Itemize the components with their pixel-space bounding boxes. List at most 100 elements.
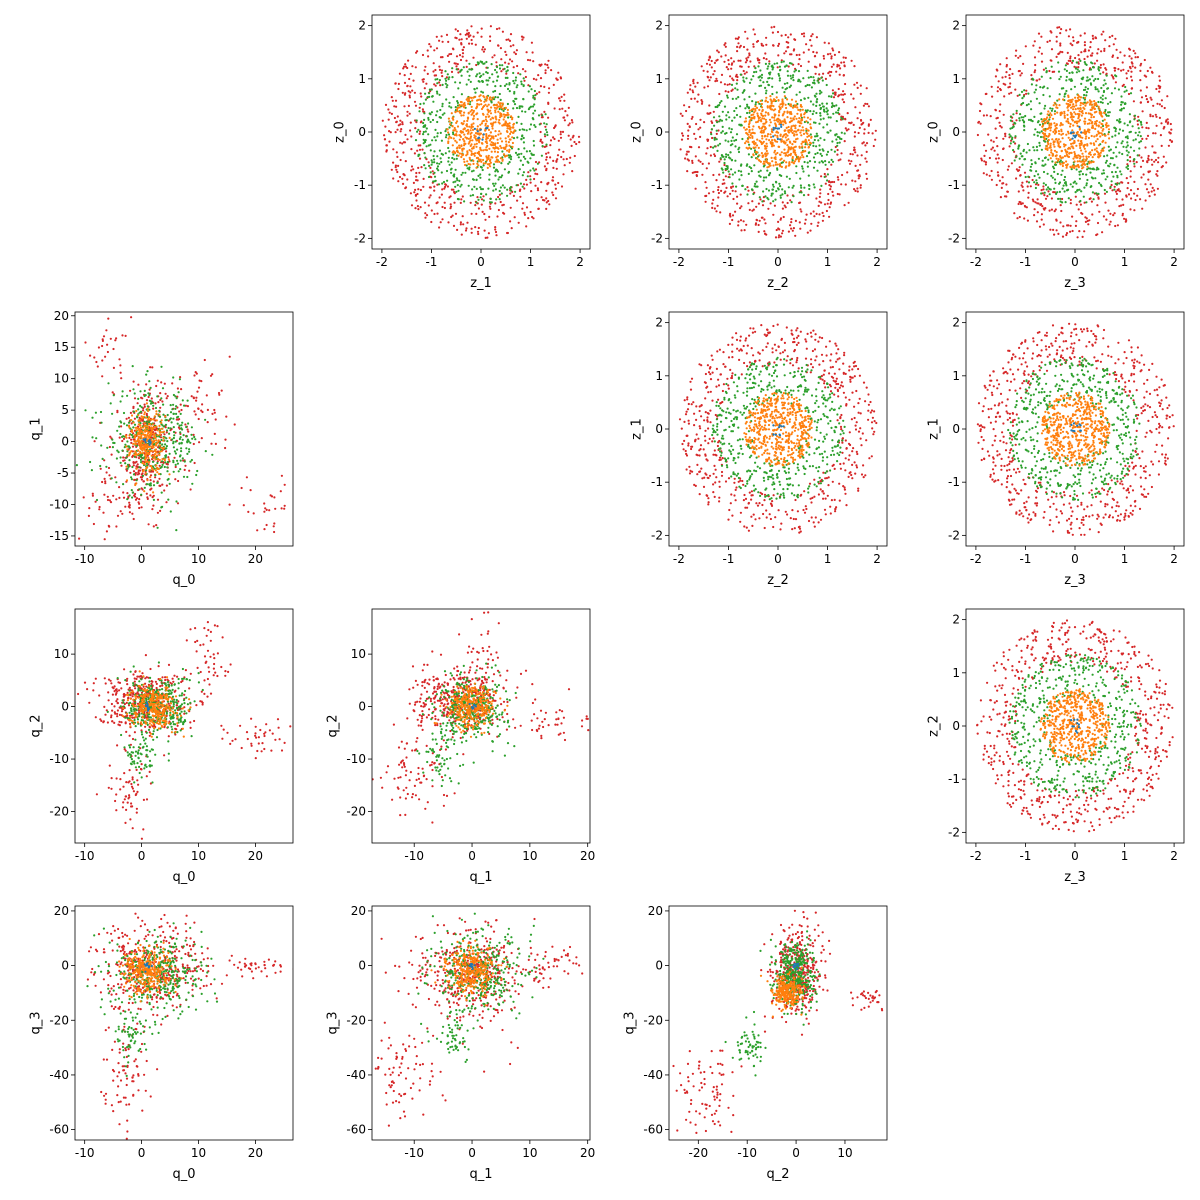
point xyxy=(1019,152,1022,155)
point xyxy=(716,121,719,124)
point xyxy=(484,124,487,127)
point xyxy=(1099,63,1102,67)
point xyxy=(450,112,453,115)
point xyxy=(810,222,813,225)
point xyxy=(540,196,543,199)
point xyxy=(477,158,480,161)
point xyxy=(758,219,761,222)
point xyxy=(1078,70,1081,73)
point xyxy=(1127,92,1131,96)
point xyxy=(1103,192,1107,195)
point xyxy=(726,94,729,97)
point xyxy=(487,134,490,137)
point xyxy=(437,169,440,172)
point xyxy=(444,136,448,139)
point xyxy=(450,188,453,191)
point xyxy=(1055,137,1058,141)
point xyxy=(422,133,425,136)
point xyxy=(516,84,519,87)
point xyxy=(737,96,740,99)
point xyxy=(760,152,764,155)
point xyxy=(494,134,497,138)
point xyxy=(1103,79,1106,82)
point xyxy=(429,90,432,93)
point xyxy=(1027,92,1030,95)
point xyxy=(515,106,519,110)
point xyxy=(1033,149,1036,152)
point xyxy=(453,126,456,130)
point xyxy=(1126,167,1130,170)
point xyxy=(835,120,838,123)
point xyxy=(823,175,826,178)
point xyxy=(488,205,491,208)
point xyxy=(829,181,832,184)
point xyxy=(810,35,813,38)
point xyxy=(768,173,771,176)
point xyxy=(514,190,517,193)
point xyxy=(1096,221,1100,225)
point xyxy=(780,61,783,64)
point xyxy=(403,81,407,84)
point xyxy=(801,165,804,168)
point xyxy=(556,78,559,81)
point xyxy=(874,138,877,141)
point xyxy=(1111,189,1114,192)
point xyxy=(789,84,793,87)
point xyxy=(525,150,529,153)
point xyxy=(1120,142,1123,145)
point xyxy=(1086,144,1089,147)
point xyxy=(755,205,758,208)
point xyxy=(1104,97,1107,100)
point xyxy=(500,162,503,165)
point xyxy=(1005,65,1008,68)
point xyxy=(1092,66,1095,69)
point xyxy=(1071,44,1074,47)
point xyxy=(1073,166,1076,170)
point xyxy=(406,66,409,70)
point xyxy=(799,227,802,230)
point xyxy=(808,160,812,163)
point xyxy=(766,166,769,169)
x-tick-label: 2 xyxy=(1170,255,1178,269)
point xyxy=(1112,214,1115,217)
point xyxy=(472,117,475,120)
point xyxy=(778,77,782,80)
point xyxy=(1134,56,1137,59)
point xyxy=(1083,147,1086,150)
point xyxy=(774,156,777,159)
point xyxy=(818,161,821,164)
point xyxy=(1116,224,1119,227)
point xyxy=(1071,61,1074,64)
point xyxy=(425,82,428,85)
point xyxy=(1009,127,1012,130)
point xyxy=(853,131,857,134)
point xyxy=(551,176,555,179)
point xyxy=(858,174,861,177)
point xyxy=(1043,133,1046,136)
point xyxy=(441,153,445,156)
point xyxy=(863,128,866,131)
point xyxy=(509,206,512,209)
point xyxy=(419,144,422,147)
point xyxy=(740,170,743,173)
y-tick-label: -2 xyxy=(948,231,960,245)
point xyxy=(781,120,784,123)
point xyxy=(816,98,819,101)
point xyxy=(475,75,478,78)
point xyxy=(1078,188,1081,191)
point xyxy=(787,164,791,167)
point xyxy=(498,130,501,133)
point xyxy=(546,63,549,67)
point xyxy=(189,488,192,491)
point xyxy=(829,74,832,77)
point xyxy=(451,214,454,217)
point xyxy=(445,33,449,37)
point xyxy=(1120,181,1123,184)
point xyxy=(414,119,417,122)
point xyxy=(545,207,548,210)
point xyxy=(114,476,117,479)
point xyxy=(562,150,565,153)
point xyxy=(560,95,563,98)
point xyxy=(1033,40,1036,43)
point xyxy=(508,82,511,85)
